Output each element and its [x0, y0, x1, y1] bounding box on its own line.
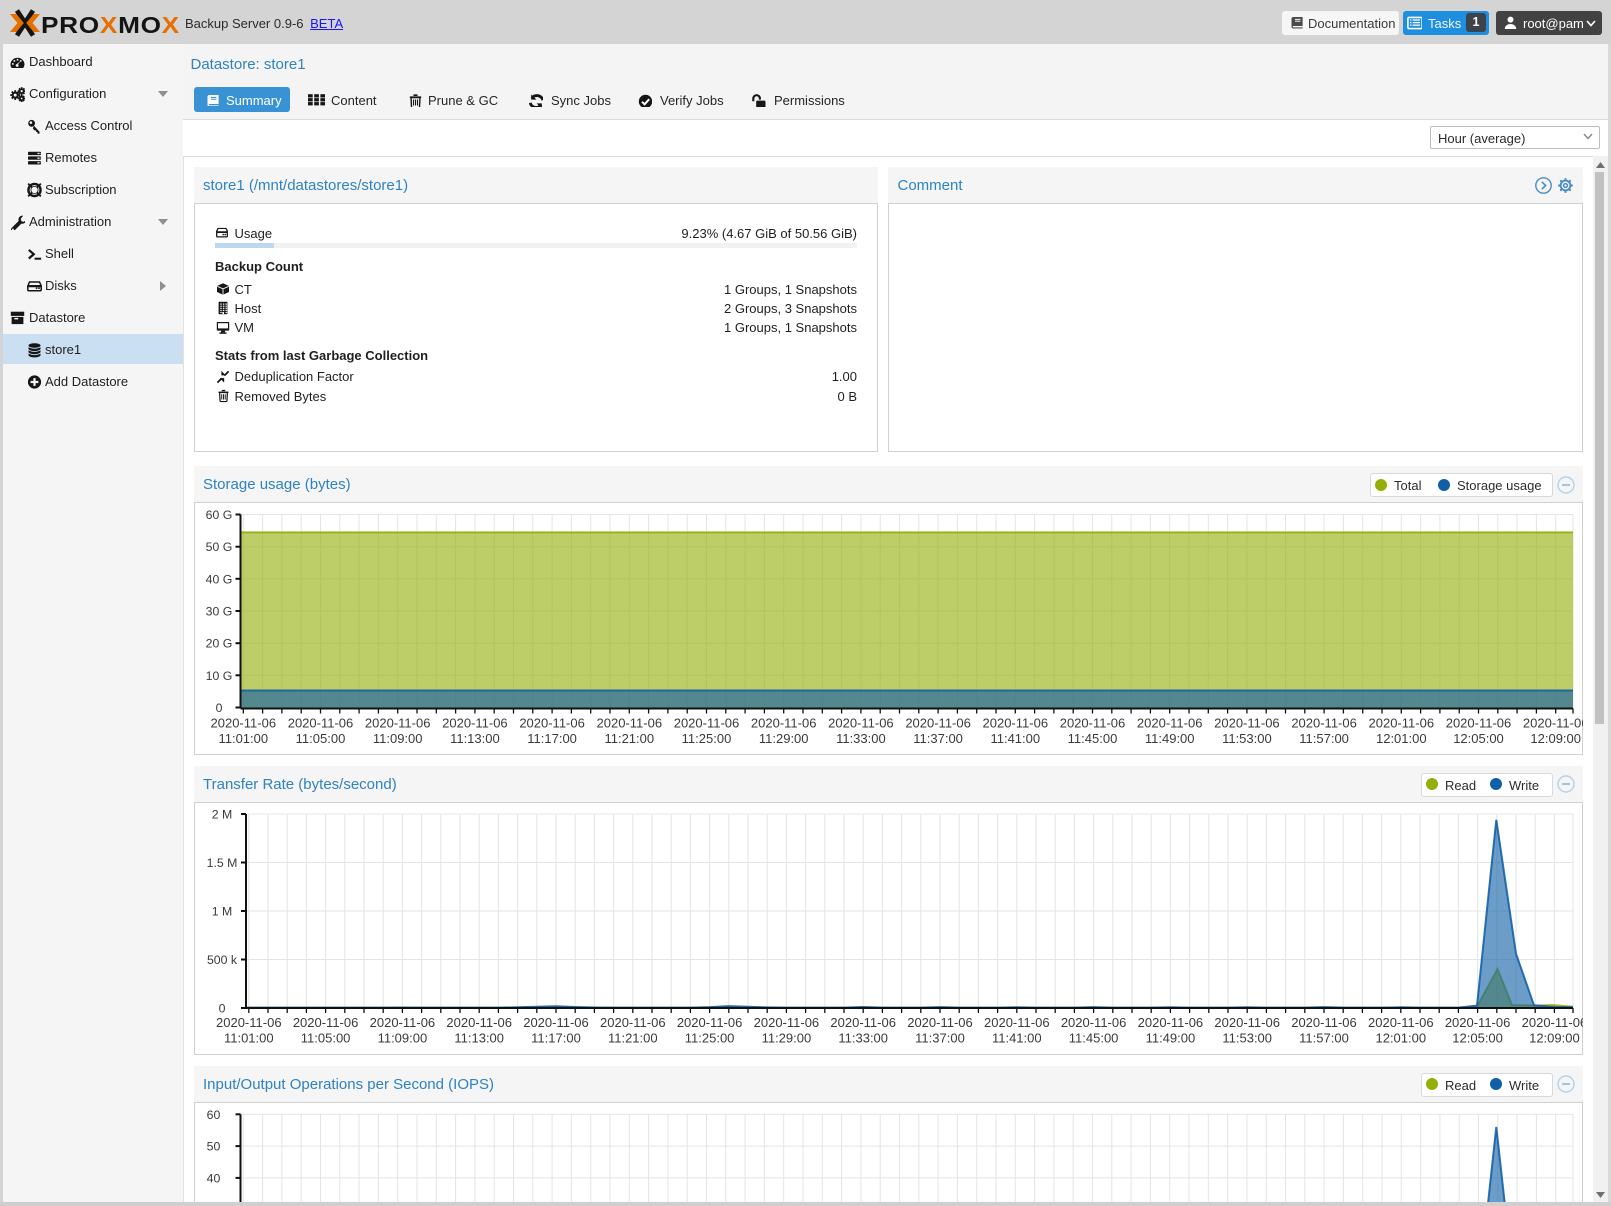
svg-text:20 G: 20 G [206, 636, 233, 650]
svg-text:2020-11-06: 2020-11-06 [293, 1014, 359, 1029]
svg-text:60 G: 60 G [206, 508, 233, 522]
svg-text:11:45:00: 11:45:00 [1069, 1030, 1119, 1045]
svg-text:11:01:00: 11:01:00 [224, 1030, 274, 1045]
svg-text:12:09:00: 12:09:00 [1529, 1030, 1580, 1045]
svg-text:2020-11-06: 2020-11-06 [597, 715, 663, 730]
svg-text:2 M: 2 M [212, 807, 233, 821]
svg-text:2020-11-06: 2020-11-06 [1137, 715, 1203, 730]
svg-text:2020-11-06: 2020-11-06 [907, 1014, 973, 1029]
svg-text:2020-11-06: 2020-11-06 [754, 1014, 820, 1029]
svg-text:2020-11-06: 2020-11-06 [677, 1014, 743, 1029]
svg-text:11:05:00: 11:05:00 [301, 1030, 351, 1045]
svg-text:11:37:00: 11:37:00 [915, 1030, 965, 1045]
svg-text:12:01:00: 12:01:00 [1375, 1030, 1426, 1045]
svg-text:11:21:00: 11:21:00 [608, 1030, 658, 1045]
svg-text:0: 0 [219, 1001, 226, 1015]
svg-text:2020-11-06: 2020-11-06 [1445, 1014, 1511, 1029]
svg-text:10 G: 10 G [206, 668, 233, 682]
svg-text:1.5 M: 1.5 M [207, 856, 238, 870]
svg-text:11:13:00: 11:13:00 [450, 730, 500, 745]
svg-text:50: 50 [207, 1139, 221, 1153]
svg-text:12:09:00: 12:09:00 [1530, 730, 1581, 745]
svg-text:11:17:00: 11:17:00 [527, 730, 577, 745]
svg-text:11:33:00: 11:33:00 [836, 730, 886, 745]
svg-text:2020-11-06: 2020-11-06 [519, 715, 585, 730]
svg-text:2020-11-06: 2020-11-06 [674, 715, 740, 730]
svg-text:2020-11-06: 2020-11-06 [1369, 715, 1435, 730]
svg-text:11:09:00: 11:09:00 [373, 730, 423, 745]
svg-text:2020-11-06: 2020-11-06 [1060, 715, 1126, 730]
svg-text:30 G: 30 G [206, 604, 233, 618]
svg-text:11:01:00: 11:01:00 [218, 730, 268, 745]
svg-text:2020-11-06: 2020-11-06 [288, 715, 354, 730]
svg-text:2020-11-06: 2020-11-06 [370, 1014, 436, 1029]
svg-text:2020-11-06: 2020-11-06 [905, 715, 971, 730]
svg-text:50 G: 50 G [206, 540, 233, 554]
svg-text:0: 0 [216, 701, 223, 715]
svg-text:2020-11-06: 2020-11-06 [365, 715, 431, 730]
svg-text:2020-11-06: 2020-11-06 [1523, 715, 1583, 730]
svg-text:2020-11-06: 2020-11-06 [211, 715, 277, 730]
svg-text:11:41:00: 11:41:00 [990, 730, 1040, 745]
svg-text:11:17:00: 11:17:00 [531, 1030, 581, 1045]
svg-text:11:05:00: 11:05:00 [296, 730, 346, 745]
svg-text:2020-11-06: 2020-11-06 [1138, 1014, 1204, 1029]
svg-text:2020-11-06: 2020-11-06 [751, 715, 817, 730]
svg-text:11:29:00: 11:29:00 [762, 1030, 812, 1045]
svg-text:11:45:00: 11:45:00 [1068, 730, 1118, 745]
svg-text:2020-11-06: 2020-11-06 [1061, 1014, 1127, 1029]
svg-text:11:53:00: 11:53:00 [1222, 1030, 1272, 1045]
svg-text:11:25:00: 11:25:00 [685, 1030, 735, 1045]
svg-text:11:41:00: 11:41:00 [992, 1030, 1042, 1045]
svg-text:11:13:00: 11:13:00 [454, 1030, 504, 1045]
svg-text:2020-11-06: 2020-11-06 [1214, 715, 1280, 730]
svg-text:2020-11-06: 2020-11-06 [830, 1014, 896, 1029]
svg-text:2020-11-06: 2020-11-06 [983, 715, 1049, 730]
svg-text:2020-11-06: 2020-11-06 [442, 715, 508, 730]
svg-text:2020-11-06: 2020-11-06 [984, 1014, 1050, 1029]
svg-text:2020-11-06: 2020-11-06 [600, 1014, 666, 1029]
svg-text:2020-11-06: 2020-11-06 [1291, 1014, 1357, 1029]
svg-text:11:49:00: 11:49:00 [1146, 1030, 1196, 1045]
svg-text:1 M: 1 M [212, 904, 233, 918]
svg-text:60: 60 [207, 1107, 221, 1121]
svg-text:500 k: 500 k [207, 953, 238, 967]
svg-text:40: 40 [207, 1171, 221, 1185]
svg-text:11:25:00: 11:25:00 [682, 730, 732, 745]
svg-text:2020-11-06: 2020-11-06 [1446, 715, 1512, 730]
svg-text:12:05:00: 12:05:00 [1453, 730, 1504, 745]
svg-text:2020-11-06: 2020-11-06 [1291, 715, 1357, 730]
svg-text:12:01:00: 12:01:00 [1376, 730, 1427, 745]
svg-text:11:53:00: 11:53:00 [1222, 730, 1272, 745]
svg-text:11:37:00: 11:37:00 [913, 730, 963, 745]
svg-text:11:57:00: 11:57:00 [1299, 1030, 1349, 1045]
svg-text:12:05:00: 12:05:00 [1452, 1030, 1503, 1045]
svg-text:11:09:00: 11:09:00 [378, 1030, 428, 1045]
svg-text:2020-11-06: 2020-11-06 [523, 1014, 589, 1029]
svg-text:2020-11-06: 2020-11-06 [446, 1014, 512, 1029]
svg-text:11:57:00: 11:57:00 [1299, 730, 1349, 745]
svg-text:40 G: 40 G [206, 572, 233, 586]
svg-text:11:33:00: 11:33:00 [838, 1030, 888, 1045]
svg-text:2020-11-06: 2020-11-06 [216, 1014, 282, 1029]
svg-text:2020-11-06: 2020-11-06 [1368, 1014, 1434, 1029]
svg-text:2020-11-06: 2020-11-06 [1522, 1014, 1583, 1029]
svg-text:11:21:00: 11:21:00 [604, 730, 654, 745]
svg-text:2020-11-06: 2020-11-06 [828, 715, 894, 730]
svg-text:2020-11-06: 2020-11-06 [1214, 1014, 1280, 1029]
svg-text:11:49:00: 11:49:00 [1145, 730, 1195, 745]
svg-text:11:29:00: 11:29:00 [759, 730, 809, 745]
